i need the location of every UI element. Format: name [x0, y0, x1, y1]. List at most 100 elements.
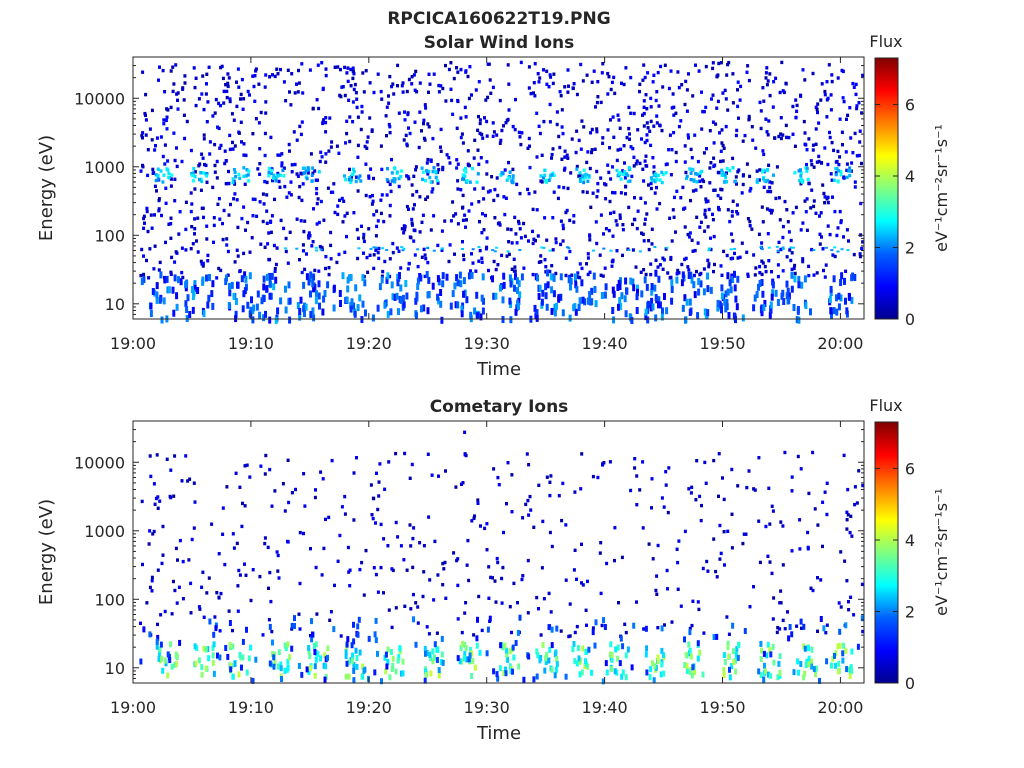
- flux-cell: [286, 658, 290, 665]
- flux-cell: [573, 490, 577, 494]
- flux-cell: [315, 187, 319, 191]
- flux-cell: [404, 133, 408, 138]
- flux-cell: [321, 477, 325, 481]
- flux-cell: [838, 209, 842, 214]
- flux-cell: [701, 566, 705, 571]
- flux-cell: [604, 227, 608, 231]
- flux-cell: [615, 168, 619, 173]
- flux-cell: [855, 501, 859, 505]
- flux-cell: [695, 172, 699, 177]
- flux-cell: [506, 63, 510, 67]
- flux-cell: [723, 173, 727, 177]
- flux-cell: [612, 290, 616, 298]
- flux-cell: [192, 526, 196, 530]
- flux-cell: [150, 575, 154, 580]
- flux-cell: [345, 71, 349, 75]
- flux-cell: [526, 498, 530, 503]
- flux-cell: [781, 89, 785, 93]
- flux-cell: [200, 664, 204, 671]
- flux-cell: [752, 585, 755, 589]
- flux-cell: [441, 583, 445, 587]
- flux-cell: [543, 168, 547, 172]
- flux-cell: [263, 472, 267, 476]
- flux-cell: [465, 218, 468, 222]
- flux-cell: [707, 249, 711, 252]
- flux-cell: [579, 487, 583, 491]
- flux-cell: [263, 536, 267, 540]
- flux-cell: [624, 652, 628, 659]
- flux-cell: [505, 502, 508, 506]
- flux-cell: [751, 138, 755, 142]
- flux-cell: [510, 630, 513, 635]
- flux-cell: [540, 566, 544, 570]
- flux-cell: [750, 125, 754, 129]
- flux-cell: [847, 600, 850, 604]
- flux-cell: [803, 78, 807, 82]
- flux-cell: [814, 127, 818, 131]
- flux-cell: [339, 67, 342, 72]
- flux-cell: [702, 631, 706, 635]
- flux-cell: [631, 146, 635, 151]
- flux-cell: [153, 184, 157, 188]
- flux-cell: [582, 168, 586, 172]
- flux-cell: [351, 100, 355, 104]
- flux-cell: [231, 673, 235, 680]
- flux-cell: [221, 237, 225, 242]
- flux-cell: [583, 173, 587, 177]
- flux-cell: [479, 156, 483, 160]
- flux-cell: [535, 673, 539, 680]
- flux-cell: [626, 179, 630, 184]
- flux-cell: [768, 672, 772, 679]
- flux-cell: [559, 219, 563, 223]
- flux-cell: [734, 657, 737, 664]
- flux-cell: [632, 164, 636, 168]
- flux-cell: [779, 520, 783, 524]
- flux-cell: [459, 188, 463, 192]
- flux-cell: [215, 176, 219, 180]
- flux-cell: [145, 209, 149, 214]
- flux-cell: [651, 156, 655, 160]
- flux-cell: [739, 84, 743, 89]
- flux-cell: [527, 86, 531, 90]
- flux-cell: [716, 193, 720, 198]
- flux-cell: [240, 664, 243, 671]
- flux-cell: [677, 539, 681, 543]
- flux-cell: [297, 195, 301, 200]
- flux-cell: [787, 292, 791, 300]
- flux-cell: [688, 167, 692, 171]
- flux-cell: [584, 649, 588, 655]
- x-tick-label: 19:10: [228, 334, 274, 353]
- flux-cell: [688, 298, 692, 306]
- flux-cell: [657, 296, 661, 304]
- flux-cell: [160, 316, 164, 324]
- flux-cell: [745, 485, 749, 490]
- flux-cell: [432, 166, 436, 170]
- flux-cell: [460, 630, 464, 635]
- flux-cell: [219, 143, 223, 148]
- flux-cell: [531, 241, 535, 246]
- flux-cell: [241, 638, 245, 645]
- flux-cell: [193, 175, 197, 179]
- flux-cell: [799, 467, 803, 471]
- flux-cell: [362, 236, 366, 240]
- figure-title: RPCICA160622T19.PNG: [387, 9, 610, 29]
- flux-cell: [158, 646, 162, 653]
- flux-cell: [174, 661, 178, 668]
- flux-cell: [676, 268, 680, 273]
- flux-cell: [655, 207, 659, 211]
- flux-cell: [409, 544, 413, 548]
- flux-cell: [155, 453, 159, 457]
- flux-cell: [768, 185, 772, 190]
- flux-cell: [711, 212, 714, 217]
- flux-cell: [268, 316, 272, 324]
- flux-cell: [440, 229, 444, 233]
- flux-cell: [215, 276, 219, 280]
- flux-cell: [703, 212, 707, 216]
- flux-cell: [803, 670, 807, 677]
- flux-cell: [836, 643, 840, 650]
- flux-cell: [360, 110, 364, 114]
- flux-cell: [823, 490, 827, 494]
- flux-cell: [571, 646, 575, 653]
- flux-cell: [439, 289, 443, 296]
- flux-cell: [160, 213, 163, 218]
